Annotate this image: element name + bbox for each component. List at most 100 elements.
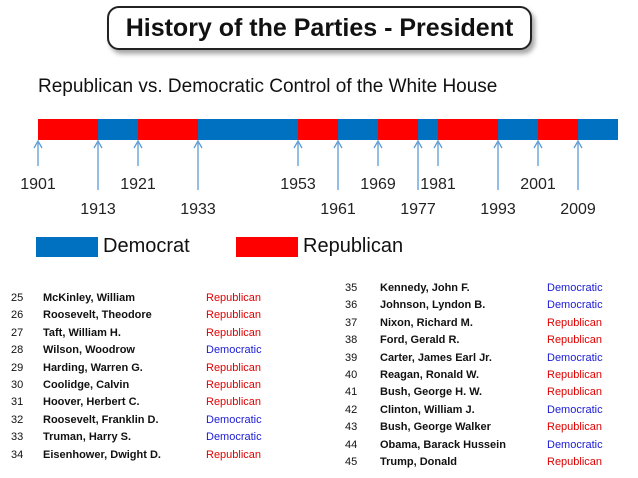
president-number: 33 bbox=[11, 431, 24, 444]
president-party: Republican bbox=[206, 378, 262, 391]
president-row: 41 Bush, George H. W. Republican bbox=[345, 386, 635, 403]
president-name: McKinley, William bbox=[43, 292, 135, 304]
president-name: Taft, William H. bbox=[43, 326, 121, 339]
president-name: Trump, Donald bbox=[380, 455, 457, 468]
president-number: 31 bbox=[11, 396, 24, 409]
president-number: 35 bbox=[345, 282, 358, 294]
president-party: Democratic bbox=[206, 344, 262, 357]
president-row: 38 Ford, Gerald R. Republican bbox=[345, 334, 635, 351]
president-number: 41 bbox=[345, 386, 358, 399]
president-party: Republican bbox=[547, 334, 603, 347]
president-party: Republican bbox=[547, 316, 603, 329]
president-party: Democratic bbox=[206, 413, 262, 426]
president-row: 37 Nixon, Richard M. Republican bbox=[345, 317, 635, 334]
president-party: Republican bbox=[206, 396, 262, 409]
president-row: 42 Clinton, William J. Democratic bbox=[345, 404, 635, 421]
timeline-marker: 1981 bbox=[420, 139, 456, 193]
legend-label-republican: Republican bbox=[303, 235, 404, 257]
president-name: Nixon, Richard M. bbox=[380, 316, 473, 329]
president-name: Bush, George Walker bbox=[380, 421, 491, 434]
timeline-segment-democratic bbox=[338, 119, 378, 140]
president-row: 43 Bush, George Walker Republican bbox=[345, 421, 635, 438]
president-name: Harding, Warren G. bbox=[43, 361, 143, 374]
president-row: 27 Taft, William H. Republican bbox=[11, 327, 291, 344]
legend-swatch-republican bbox=[236, 237, 298, 257]
president-party: Democratic bbox=[547, 299, 603, 312]
timeline-marker: 1953 bbox=[280, 139, 316, 193]
president-party: Republican bbox=[547, 455, 603, 468]
timeline-marker: 1913 bbox=[80, 139, 116, 218]
president-party: Republican bbox=[206, 361, 262, 374]
timeline-year-label: 1933 bbox=[180, 201, 216, 218]
president-party: Democratic bbox=[206, 431, 262, 444]
president-number: 30 bbox=[11, 378, 24, 391]
timeline-segment-republican bbox=[38, 119, 98, 140]
president-party: Democratic bbox=[547, 438, 603, 451]
president-number: 27 bbox=[11, 326, 24, 339]
president-number: 38 bbox=[345, 334, 358, 347]
president-row: 30 Coolidge, Calvin Republican bbox=[11, 379, 291, 396]
president-number: 26 bbox=[11, 309, 24, 322]
president-name: Coolidge, Calvin bbox=[43, 378, 130, 391]
president-row: 44 Obama, Barack Hussein Democratic bbox=[345, 439, 635, 456]
president-party: Republican bbox=[547, 386, 603, 399]
timeline-segment-republican bbox=[138, 119, 198, 140]
president-row: 28 Wilson, Woodrow Democratic bbox=[11, 344, 291, 361]
timeline-year-label: 1981 bbox=[420, 176, 456, 193]
timeline-segment-democratic bbox=[498, 119, 538, 140]
timeline-year-label: 1913 bbox=[80, 201, 116, 218]
legend-swatch-democrat bbox=[36, 237, 98, 257]
president-number: 32 bbox=[11, 413, 24, 426]
timeline-marker: 1901 bbox=[20, 139, 56, 193]
president-party: Democratic bbox=[547, 403, 603, 416]
president-party: Democratic bbox=[547, 282, 603, 294]
timeline-marker: 1961 bbox=[320, 139, 356, 218]
president-name: Roosevelt, Franklin D. bbox=[43, 413, 159, 426]
timeline-year-label: 1953 bbox=[280, 176, 316, 193]
timeline-year-label: 2009 bbox=[560, 201, 596, 218]
timeline-marker: 1933 bbox=[180, 139, 216, 218]
president-party: Republican bbox=[206, 326, 262, 339]
president-row: 32 Roosevelt, Franklin D. Democratic bbox=[11, 414, 291, 431]
timeline-marker: 2009 bbox=[560, 139, 596, 218]
president-party: Republican bbox=[206, 292, 262, 304]
president-party: Democratic bbox=[547, 351, 603, 364]
timeline-marker: 2001 bbox=[520, 139, 556, 193]
president-name: Wilson, Woodrow bbox=[43, 344, 135, 357]
president-name: Clinton, William J. bbox=[380, 403, 475, 416]
president-party: Republican bbox=[547, 421, 603, 434]
presidents-table-left: 25 McKinley, William Republican 26 Roosevelt… bbox=[11, 292, 291, 466]
timeline-marker: 1969 bbox=[360, 139, 396, 193]
timeline-segment-republican bbox=[298, 119, 338, 140]
timeline-segment-democratic bbox=[578, 119, 618, 140]
president-row: 34 Eisenhower, Dwight D. Republican bbox=[11, 449, 291, 466]
president-name: Eisenhower, Dwight D. bbox=[43, 448, 161, 461]
president-name: Kennedy, John F. bbox=[380, 282, 470, 294]
timeline-marker: 1977 bbox=[400, 139, 436, 218]
president-number: 43 bbox=[345, 421, 358, 434]
president-row: 31 Hoover, Herbert C. Republican bbox=[11, 396, 291, 413]
president-number: 37 bbox=[345, 316, 358, 329]
president-name: Johnson, Lyndon B. bbox=[380, 299, 486, 312]
president-name: Roosevelt, Theodore bbox=[43, 309, 152, 322]
president-row: 39 Carter, James Earl Jr. Democratic bbox=[345, 352, 635, 369]
president-row: 45 Trump, Donald Republican bbox=[345, 456, 635, 473]
president-row: 25 McKinley, William Republican bbox=[11, 292, 291, 309]
timeline-segment-democratic bbox=[418, 119, 438, 140]
timeline-segment-republican bbox=[438, 119, 498, 140]
president-name: Carter, James Earl Jr. bbox=[380, 351, 492, 364]
timeline-year-label: 1977 bbox=[400, 201, 436, 218]
president-name: Reagan, Ronald W. bbox=[380, 368, 480, 381]
president-name: Bush, George H. W. bbox=[380, 386, 483, 399]
president-party: Republican bbox=[206, 448, 262, 461]
timeline-segment-democratic bbox=[198, 119, 298, 140]
president-row: 36 Johnson, Lyndon B. Democratic bbox=[345, 299, 635, 316]
president-number: 29 bbox=[11, 361, 24, 374]
timeline-marker: 1921 bbox=[120, 139, 156, 193]
timeline-year-label: 1961 bbox=[320, 201, 356, 218]
president-row: 33 Truman, Harry S. Democratic bbox=[11, 431, 291, 448]
president-row: 26 Roosevelt, Theodore Republican bbox=[11, 309, 291, 326]
timeline-year-label: 2001 bbox=[520, 176, 556, 193]
timeline-year-label: 1921 bbox=[120, 176, 156, 193]
